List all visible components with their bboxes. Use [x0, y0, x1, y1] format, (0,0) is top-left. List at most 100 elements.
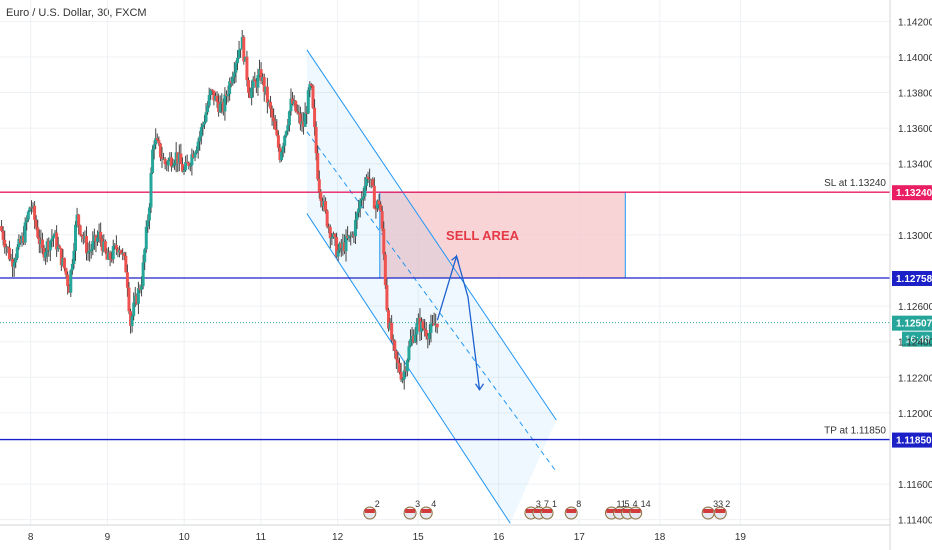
candle-body [287, 111, 291, 126]
event-count: 33 [713, 499, 723, 509]
candle-body [110, 259, 114, 261]
candle-body [372, 185, 376, 209]
candle-body [292, 100, 296, 104]
candle-body [130, 316, 134, 326]
event-flag-stripe [715, 509, 726, 513]
price-levels: 1.13240 1.12758 1.11850 1.12507 SL at 1.1324… [0, 178, 932, 448]
candle-body [346, 236, 350, 239]
candle-body [116, 249, 120, 252]
candle-body [275, 129, 279, 136]
candle-body [435, 323, 439, 328]
candle-body [327, 226, 331, 228]
candle-body [36, 227, 40, 238]
candle-body [396, 359, 400, 364]
candle-body [201, 124, 205, 128]
candle-body [251, 79, 255, 88]
candle-body [294, 100, 298, 112]
candle-body [96, 237, 100, 242]
candle-body [157, 140, 161, 144]
candle-body [393, 340, 397, 351]
candle-body [357, 208, 361, 213]
y-tick-label: 1.12600 [898, 302, 932, 313]
candle-body [221, 101, 225, 112]
candle-body [193, 153, 197, 158]
candle-body [245, 56, 249, 81]
candle-body [86, 252, 90, 254]
event-count: 4 [633, 499, 638, 509]
candle-body [284, 131, 288, 136]
channel-mid-line [306, 131, 557, 472]
candle-body [295, 111, 299, 113]
candle-body [160, 157, 164, 160]
candle-body [289, 98, 293, 112]
candle-body [190, 154, 194, 166]
event-count: 1 [552, 499, 557, 509]
candle-body [45, 241, 49, 252]
candle-body [377, 200, 381, 205]
candle-body [62, 258, 66, 269]
candle-body [1, 231, 5, 240]
candle-body [105, 251, 109, 260]
candle-body [380, 211, 384, 229]
candle-body [316, 153, 320, 180]
candle-body [140, 286, 144, 290]
candle-body [70, 263, 74, 271]
candle-body [311, 85, 315, 108]
candle-body [47, 241, 51, 251]
candle-body [44, 251, 48, 258]
candle-body [185, 162, 189, 164]
candle-body [368, 178, 372, 180]
candle-body [18, 239, 22, 243]
candle-body [313, 107, 317, 128]
level-tag-text-entry: 1.12758 [896, 274, 932, 285]
x-tick-label: 19 [735, 532, 747, 543]
candle-body [339, 243, 343, 249]
candle-body [195, 149, 199, 154]
x-tick-label: 17 [574, 532, 586, 543]
candle-body [17, 239, 21, 248]
candle-body [29, 207, 33, 209]
candle-body [78, 225, 82, 235]
candle-body [83, 236, 87, 239]
candle-body [188, 165, 192, 167]
candle-body [209, 89, 213, 96]
candle-body [388, 322, 392, 329]
candle-body [206, 105, 210, 113]
candle-body [39, 239, 43, 244]
candle-body [262, 76, 266, 92]
candle-body [328, 226, 332, 239]
y-tick-label: 1.12400 [898, 338, 932, 349]
candle-body [207, 95, 211, 106]
candle-body [358, 200, 362, 209]
candle-body [111, 246, 115, 260]
candle-body [144, 226, 148, 250]
candle-body [375, 200, 379, 209]
candle-body [151, 149, 155, 174]
candle-body [118, 249, 122, 252]
event-flag-stripe [525, 509, 536, 513]
candle-body [80, 234, 84, 236]
candle-body [25, 219, 29, 223]
candle-body [64, 268, 68, 275]
candle-body [270, 108, 274, 118]
candle-body [15, 247, 19, 259]
candle-body [33, 205, 37, 220]
candle-body [415, 323, 419, 335]
candle-body [66, 274, 70, 287]
candle-body [338, 243, 342, 251]
candle-body [281, 145, 285, 153]
y-tick-label: 1.11400 [898, 516, 932, 527]
candle-body [416, 318, 420, 324]
candle-body [141, 262, 145, 287]
event-count: 4 [431, 499, 436, 509]
candle-body [258, 69, 262, 76]
candle-body [182, 170, 186, 172]
level-tag-entry [892, 270, 932, 286]
candle-body [184, 162, 188, 171]
candle-body [40, 239, 44, 249]
y-tick-label: 1.11600 [898, 480, 932, 491]
candle-body [108, 252, 112, 260]
y-tick-label: 1.14000 [898, 53, 932, 64]
candle-body [418, 318, 422, 332]
